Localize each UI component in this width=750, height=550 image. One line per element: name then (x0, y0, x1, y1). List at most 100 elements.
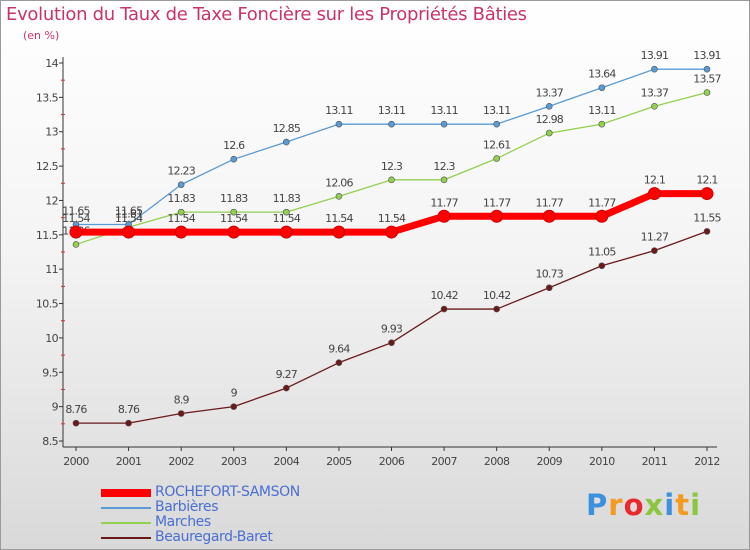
data-label: 9.93 (381, 323, 403, 336)
data-point (177, 410, 185, 417)
data-label: 11.54 (220, 212, 248, 225)
y-tick-label: 10 (45, 332, 58, 345)
data-label: 12.61 (483, 139, 511, 152)
y-tick-label: 11.5 (36, 229, 59, 242)
data-point (703, 65, 711, 73)
chart-subtitle: (en %) (23, 29, 60, 42)
x-tick-label: 2008 (484, 455, 510, 468)
data-point (703, 228, 711, 235)
x-tick-label: 2002 (168, 455, 194, 468)
data-point (283, 138, 290, 146)
y-tick-label: 9 (52, 401, 59, 414)
x-tick-label: 2001 (116, 455, 142, 468)
data-label: 11.83 (273, 192, 301, 205)
legend-swatch (101, 537, 151, 539)
data-label: 13.11 (483, 104, 511, 117)
data-point (69, 225, 83, 239)
logo-letter: r (608, 488, 624, 522)
proxiti-logo: Proxiti (586, 488, 701, 522)
data-label: 11.54 (167, 212, 195, 225)
data-point (542, 209, 556, 223)
data-label: 13.91 (693, 49, 721, 62)
y-tick-label: 12.5 (36, 160, 59, 173)
x-tick-label: 2009 (536, 455, 562, 468)
data-label: 12.1 (644, 174, 665, 187)
data-point (437, 209, 451, 223)
y-tick-label: 13.5 (36, 91, 59, 104)
data-label: 11.55 (693, 211, 721, 224)
data-label: 8.76 (118, 403, 140, 416)
data-label: 12.1 (696, 174, 717, 187)
data-point (595, 209, 609, 223)
data-label: 12.6 (223, 139, 245, 152)
data-label: 13.37 (536, 86, 564, 99)
data-label: 13.64 (588, 68, 616, 81)
data-point (545, 284, 553, 292)
data-label: 11.54 (115, 212, 143, 225)
logo-letter: x (644, 488, 665, 522)
data-point (651, 65, 658, 73)
data-label: 9.64 (328, 343, 350, 356)
data-point (545, 102, 553, 110)
x-tick-label: 2007 (431, 455, 457, 468)
x-tick-label: 2005 (326, 455, 352, 468)
data-point (440, 305, 448, 313)
data-point (388, 120, 395, 128)
data-label: 13.57 (693, 73, 721, 86)
data-point (230, 155, 238, 163)
data-point (279, 225, 293, 239)
data-point (388, 176, 395, 184)
data-label: 13.11 (325, 104, 353, 117)
data-label: 12.85 (273, 122, 301, 135)
chart-title: Evolution du Taux de Taxe Foncière sur l… (6, 4, 527, 25)
x-tick-label: 2006 (379, 455, 405, 468)
data-label: 12.3 (433, 160, 455, 173)
data-label: 11.05 (588, 246, 616, 259)
data-label: 8.76 (65, 403, 87, 416)
data-point (177, 208, 185, 216)
y-tick-label: 10.5 (36, 298, 59, 311)
data-point (283, 384, 290, 392)
data-point (598, 120, 606, 128)
logo-letter: i (690, 488, 702, 522)
logo-letter: i (664, 488, 676, 522)
data-label: 10.73 (536, 268, 564, 281)
data-point (545, 129, 553, 137)
data-label: 11.83 (220, 192, 248, 205)
legend-label: Marches (155, 514, 211, 530)
data-point (703, 89, 711, 96)
data-label: 11.54 (378, 212, 406, 225)
data-label: 8.9 (174, 394, 190, 407)
x-tick-label: 2003 (221, 455, 247, 468)
data-label: 11.54 (62, 212, 90, 225)
data-label: 11.65 (115, 205, 143, 218)
legend-swatch (101, 489, 151, 497)
data-point (490, 209, 504, 223)
data-label: 13.91 (641, 49, 669, 62)
data-point (493, 305, 500, 313)
data-point (700, 187, 714, 201)
data-label: 9.27 (276, 368, 298, 381)
data-point (388, 339, 395, 347)
data-point (227, 225, 241, 239)
data-label: 12.98 (536, 113, 564, 126)
data-label: 11.77 (536, 196, 564, 209)
logo-letter: P (586, 488, 609, 522)
x-tick-label: 2012 (694, 455, 720, 468)
data-label: 11.83 (167, 192, 195, 205)
legend-swatch (101, 507, 151, 509)
data-label: 11.77 (483, 196, 511, 209)
data-label: 12.3 (381, 160, 403, 173)
data-point (651, 102, 658, 110)
data-label: 11.65 (62, 205, 90, 218)
data-label: 11.61 (115, 207, 143, 220)
data-label: 13.11 (378, 104, 406, 117)
data-label: 11.77 (588, 196, 616, 209)
data-point (440, 120, 448, 128)
data-label: 11.27 (641, 231, 669, 244)
logo-letter: t (675, 488, 691, 522)
data-label: 12.06 (325, 176, 353, 189)
y-tick-label: 14 (45, 57, 58, 70)
